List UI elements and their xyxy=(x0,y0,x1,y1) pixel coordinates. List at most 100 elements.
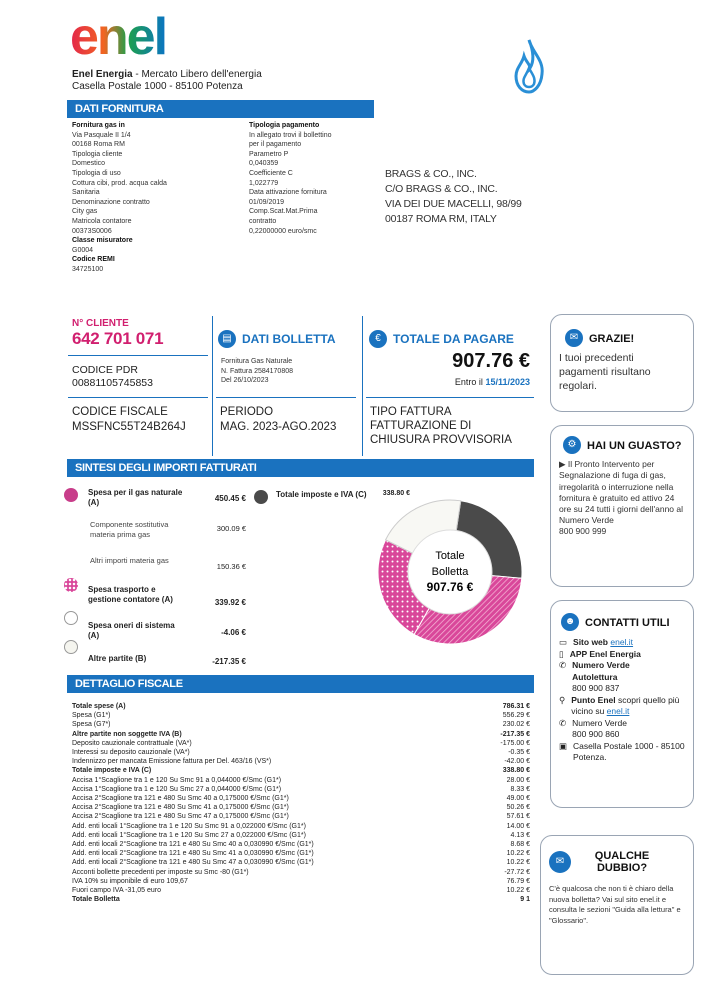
fiscal-row: Interessi su deposito cauzionale (VA*) -0… xyxy=(72,748,530,757)
fiscal-row: Fuori campo IVA -31,05 euro 10.22 € xyxy=(72,886,530,895)
fiscal-row-value: -0.35 € xyxy=(508,749,530,757)
entro-date: 15/11/2023 xyxy=(485,377,530,387)
fiscal-row: Spesa (G7*) 230.02 € xyxy=(72,720,530,729)
nv-label: Numero Verde xyxy=(572,660,630,671)
fiscal-row-value: 786.31 € xyxy=(502,703,530,710)
fiscal-row-label: Deposito cauzionale contrattuale (VA*) xyxy=(72,739,192,747)
grazie-title: GRAZIE! xyxy=(589,333,635,346)
fiscal-row-label: Add. enti locali 1°Scaglione tra 1 e 120… xyxy=(72,822,306,830)
bolletta-line: N. Fattura 2584170808 xyxy=(221,367,293,375)
fiscal-row-value: 57.61 € xyxy=(506,813,530,821)
chat-icon: ✉ xyxy=(549,851,571,873)
fiscal-row-label: Totale imposte e IVA (C) xyxy=(72,767,152,775)
logo-text: enel xyxy=(70,8,166,63)
cf-value: MSSFNC55T24B264J xyxy=(72,421,186,433)
fiscal-row-label: Indennizzo per mancata Emissione fattura… xyxy=(72,758,272,766)
fiscal-row-value: 28.00 € xyxy=(506,776,530,784)
fiscal-row: Accisa 1°Scaglione tra 1 e 120 Su Smc 91… xyxy=(72,776,530,785)
company-address: Casella Postale 1000 - 85100 Potenza xyxy=(72,81,243,92)
fiscal-row: Add. enti locali 1°Scaglione tra 1 e 120… xyxy=(72,822,530,831)
fornitura-field: Via Pasquale II 1/4 xyxy=(72,131,131,139)
recipient-address: BRAGS & CO., INC. C/O BRAGS & CO., INC. … xyxy=(385,167,522,227)
fornitura-field: contratto xyxy=(249,217,277,225)
fornitura-field: Tipologia cliente xyxy=(72,150,123,158)
fiscal-row-label: Altre partite non soggette IVA (B) xyxy=(72,730,182,738)
fiscal-row-label: Accisa 1°Scaglione tra 1 e 120 Su Smc 91… xyxy=(72,776,282,784)
punto-label: Punto Enel xyxy=(571,694,616,705)
pdr-value: 00881105745853 xyxy=(72,377,153,389)
location-icon: ⚲ xyxy=(559,694,566,705)
fiscal-row-label: Acconti bollette precedenti per imposte … xyxy=(72,868,249,876)
periodo-label: PERIODO xyxy=(220,406,274,418)
fiscal-row-label: IVA 10% su imponibile di euro 109,67 xyxy=(72,877,188,885)
company-header: Enel Energia - Mercato Libero dell'energ… xyxy=(72,69,262,93)
trasporto-value: 339.92 € xyxy=(214,598,246,607)
fiscal-row-label: Accisa 2°Scaglione tra 121 e 480 Su Smc … xyxy=(72,813,289,821)
mail-icon: ✉ xyxy=(565,329,583,347)
fornitura-field: 00373S0006 xyxy=(72,227,112,235)
fiscal-row-label: Add. enti locali 2°Scaglione tra 121 e 4… xyxy=(72,841,314,849)
euro-icon: € xyxy=(369,330,387,348)
fiscal-row: Acconti bollette precedenti per imposte … xyxy=(72,868,530,877)
donut-chart: Totale Bolletta 907.76 € xyxy=(377,499,523,645)
grazie-text: I tuoi precedenti pagamenti risultano re… xyxy=(559,352,651,393)
dubbio-title: QUALCHE DUBBIO? xyxy=(594,850,650,874)
alert-icon: ⚙ xyxy=(563,436,581,454)
contatti-title: CONTATTI UTILI xyxy=(585,617,670,630)
cf-label: CODICE FISCALE xyxy=(72,406,168,418)
fornitura-field: per il pagamento xyxy=(249,141,302,149)
cliente-label: N° CLIENTE xyxy=(72,318,129,329)
oneri-value: -4.06 € xyxy=(221,628,246,637)
partite-label: Altre partite (B) xyxy=(88,654,147,663)
periodo-block: PERIODO MAG. 2023-AGO.2023 xyxy=(220,405,336,435)
sintesi-header: SINTESI DEGLI IMPORTI FATTURATI xyxy=(67,459,534,477)
legend-dot-oneri xyxy=(64,611,78,625)
legend-dot-partite xyxy=(64,640,78,654)
fiscal-row: Totale imposte e IVA (C) 338.80 € xyxy=(72,766,530,775)
fiscal-row-value: 10.22 € xyxy=(506,850,530,858)
fiscal-row: Add. enti locali 2°Scaglione tra 121 e 4… xyxy=(72,849,530,858)
fornitura-field: Tipologia di uso xyxy=(72,169,121,177)
fornitura-field: Cottura cibi, prod. acqua calda xyxy=(72,179,167,187)
company-description: - Mercato Libero dell'energia xyxy=(132,69,262,80)
sito-link[interactable]: enel.it xyxy=(610,637,634,648)
fornitura-field: In allegato trovi il bollettino xyxy=(249,131,332,139)
fornitura-field: G0004 xyxy=(72,246,94,254)
tipo-value: CHIUSURA PROVVISORIA xyxy=(370,434,512,446)
fiscal-row-label: Totale spese (A) xyxy=(72,703,126,710)
dati-fornitura-header: DATI FORNITURA xyxy=(67,100,374,118)
punto-link[interactable]: enel.it xyxy=(606,706,630,717)
materia-value: 450.45 € xyxy=(214,494,246,503)
contatti-card: ☻ CONTATTI UTILI ▭ Sito web enel.it ▯ APP E… xyxy=(550,600,694,808)
codice-fiscale-block: CODICE FISCALE MSSFNC55T24B264J xyxy=(72,405,186,435)
dubbio-card: ✉ QUALCHE DUBBIO? C'è qualcosa che non t… xyxy=(540,835,694,975)
gas-flame-icon xyxy=(512,38,546,99)
fiscal-row-label: Interessi su deposito cauzionale (VA*) xyxy=(72,749,190,757)
entro-label: Entro il xyxy=(454,377,483,387)
punto-text: scopri quello più vicino su xyxy=(571,694,680,717)
fiscal-row-label: Add. enti locali 2°Scaglione tra 121 e 4… xyxy=(72,850,314,858)
fiscal-row-value: 50.26 € xyxy=(506,804,530,812)
fornitura-field: Fornitura gas in xyxy=(72,122,125,129)
fornitura-field: 1,022779 xyxy=(249,179,279,187)
materia-label: Spesa per il gas naturale (A) xyxy=(88,488,183,507)
fiscal-row: Totale spese (A) 786.31 € xyxy=(72,702,530,711)
fornitura-field: Parametro P xyxy=(249,150,289,158)
fornitura-field: Codice REMI xyxy=(72,256,115,264)
legend-dot-gas xyxy=(64,488,78,502)
fiscal-row-value: 9 1 xyxy=(520,896,530,904)
fiscal-row: Accisa 2°Scaglione tra 121 e 480 Su Smc … xyxy=(72,794,530,803)
fiscal-row-value: 10.22 € xyxy=(506,859,530,867)
handset-icon: ✆ xyxy=(559,660,567,671)
fiscal-row-value: 556.29 € xyxy=(502,712,530,720)
pdr-block: CODICE PDR 00881105745853 xyxy=(72,364,153,390)
fiscal-row-label: Totale Bolletta xyxy=(72,896,120,904)
fiscal-row-value: 10.22 € xyxy=(506,887,530,895)
nv2-number: 800 900 860 xyxy=(572,729,620,740)
altri-value: 150.36 € xyxy=(216,562,246,571)
bolletta-details: Fornitura Gas Naturale N. Fattura 258417… xyxy=(221,357,293,386)
fiscal-row: Add. enti locali 2°Scaglione tra 121 e 4… xyxy=(72,840,530,849)
fornitura-field: 34725100 xyxy=(72,265,104,273)
comp-label: Componente sostitutiva materia prima gas xyxy=(90,520,169,539)
fornitura-left-column: Fornitura gas in Via Pasquale II 1/4 00168… xyxy=(72,121,242,275)
